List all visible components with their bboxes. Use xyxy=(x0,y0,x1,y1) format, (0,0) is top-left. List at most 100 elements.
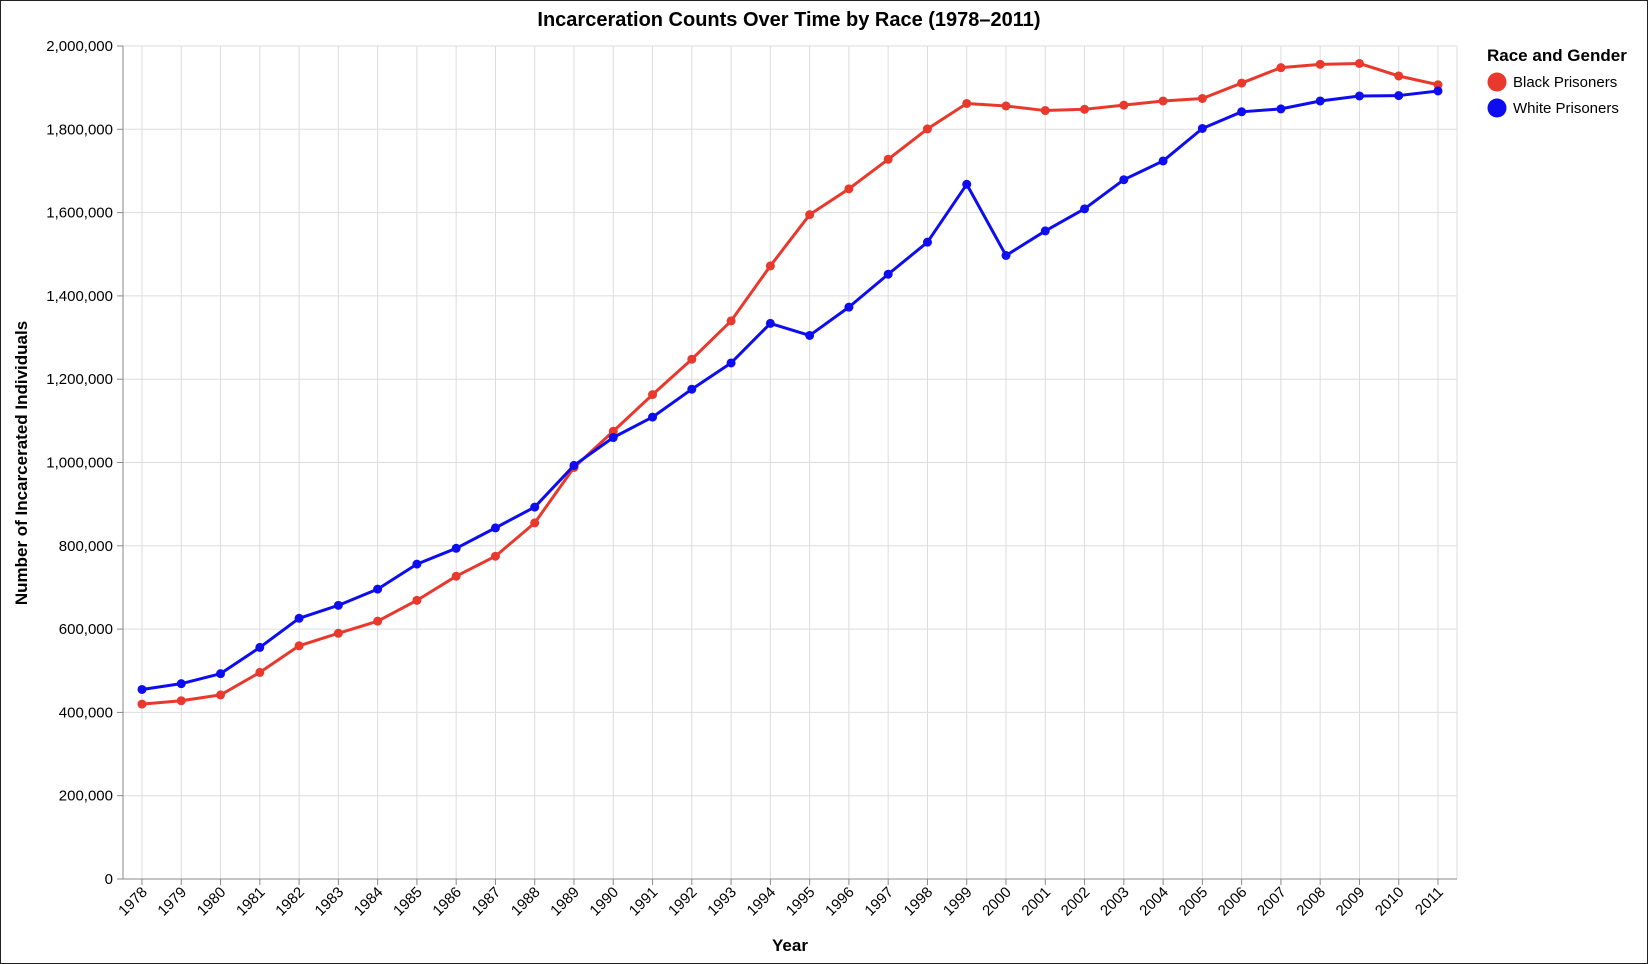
data-point[interactable] xyxy=(1119,100,1129,110)
data-point[interactable] xyxy=(255,642,265,652)
data-point[interactable] xyxy=(765,261,775,271)
data-point[interactable] xyxy=(1433,80,1443,90)
data-point[interactable] xyxy=(1394,71,1404,81)
x-tick-label: 2003 xyxy=(1097,884,1133,920)
data-point[interactable] xyxy=(844,302,854,312)
data-point[interactable] xyxy=(530,518,540,528)
x-tick-label: 1994 xyxy=(744,884,780,920)
data-point[interactable] xyxy=(726,316,736,326)
data-point[interactable] xyxy=(1354,58,1364,68)
data-point[interactable] xyxy=(1080,104,1090,114)
data-point[interactable] xyxy=(530,502,540,512)
data-point[interactable] xyxy=(294,641,304,651)
data-point[interactable] xyxy=(1276,63,1286,73)
y-tick-label: 1,600,000 xyxy=(46,205,113,222)
data-point[interactable] xyxy=(1354,91,1364,101)
data-point[interactable] xyxy=(1040,226,1050,236)
data-point[interactable] xyxy=(412,595,422,605)
data-point[interactable] xyxy=(1158,96,1168,106)
data-point[interactable] xyxy=(255,667,265,677)
data-point[interactable] xyxy=(1433,86,1443,96)
x-tick-label: 1989 xyxy=(547,884,583,920)
data-point[interactable] xyxy=(451,543,461,553)
y-axis-ticks: 0 200,000 400,000 600,000 800,000 1,000,000 1,… xyxy=(46,38,123,888)
data-point[interactable] xyxy=(1315,59,1325,69)
data-point[interactable] xyxy=(373,616,383,626)
data-point[interactable] xyxy=(962,98,972,108)
x-tick-label: 2007 xyxy=(1254,884,1290,920)
data-point[interactable] xyxy=(726,358,736,368)
data-point[interactable] xyxy=(805,210,815,220)
x-tick-label: 1987 xyxy=(469,884,505,920)
data-point[interactable] xyxy=(373,584,383,594)
data-point[interactable] xyxy=(962,179,972,189)
x-tick-label: 2006 xyxy=(1215,884,1251,920)
data-point[interactable] xyxy=(922,124,932,134)
x-tick-label: 1986 xyxy=(429,884,465,920)
data-point[interactable] xyxy=(1001,250,1011,260)
data-point[interactable] xyxy=(333,628,343,638)
x-tick-label: 2009 xyxy=(1333,884,1369,920)
data-point[interactable] xyxy=(451,571,461,581)
y-tick-label: 600,000 xyxy=(59,621,113,638)
x-tick-label: 1992 xyxy=(665,884,701,920)
data-point[interactable] xyxy=(648,412,658,422)
data-point[interactable] xyxy=(1119,175,1129,185)
data-point[interactable] xyxy=(1237,78,1247,88)
data-point[interactable] xyxy=(765,318,775,328)
data-point[interactable] xyxy=(569,460,579,470)
data-point[interactable] xyxy=(1001,101,1011,111)
x-tick-label: 1981 xyxy=(233,884,269,920)
data-point[interactable] xyxy=(176,696,186,706)
x-tick-label: 1978 xyxy=(115,884,151,920)
data-point[interactable] xyxy=(333,600,343,610)
data-point[interactable] xyxy=(1040,106,1050,116)
data-point[interactable] xyxy=(176,679,186,689)
data-point[interactable] xyxy=(883,269,893,279)
data-point[interactable] xyxy=(844,184,854,194)
data-point[interactable] xyxy=(490,551,500,561)
x-tick-label: 2004 xyxy=(1136,884,1172,920)
data-point[interactable] xyxy=(1315,96,1325,106)
data-point[interactable] xyxy=(216,669,226,679)
y-tick-label: 800,000 xyxy=(59,538,113,555)
legend-title: Race and Gender xyxy=(1487,46,1627,65)
data-point[interactable] xyxy=(883,154,893,164)
x-axis-ticks: 1978 1979 1980 1981 1982 1983 1984 1985 1986 1987… xyxy=(115,879,1447,919)
data-point[interactable] xyxy=(1197,123,1207,133)
data-point[interactable] xyxy=(687,354,697,364)
data-point[interactable] xyxy=(1158,156,1168,166)
data-point[interactable] xyxy=(608,426,618,436)
legend-label: Black Prisoners xyxy=(1513,74,1617,91)
data-point[interactable] xyxy=(1197,93,1207,103)
data-point[interactable] xyxy=(648,390,658,400)
data-point[interactable] xyxy=(805,330,815,340)
data-point[interactable] xyxy=(1080,204,1090,214)
x-tick-label: 1990 xyxy=(586,884,622,920)
data-point[interactable] xyxy=(137,684,147,694)
data-point[interactable] xyxy=(1237,107,1247,117)
series-line xyxy=(141,61,1439,706)
x-tick-label: 1999 xyxy=(940,884,976,920)
x-tick-label: 1997 xyxy=(861,884,897,920)
x-tick-label: 1998 xyxy=(901,884,937,920)
data-point[interactable] xyxy=(687,384,697,394)
data-point[interactable] xyxy=(922,237,932,247)
x-tick-label: 1984 xyxy=(351,884,387,920)
gridlines xyxy=(123,45,1458,880)
y-tick-label: 400,000 xyxy=(59,704,113,721)
data-point[interactable] xyxy=(216,690,226,700)
data-point[interactable] xyxy=(1394,91,1404,101)
data-point[interactable] xyxy=(412,559,422,569)
x-axis-title: Year xyxy=(772,936,808,955)
data-point[interactable] xyxy=(608,433,618,443)
legend-items: Black Prisoners White Prisoners xyxy=(1487,72,1619,118)
data-point[interactable] xyxy=(294,613,304,623)
data-point[interactable] xyxy=(490,523,500,533)
x-tick-label: 1988 xyxy=(508,884,544,920)
data-point[interactable] xyxy=(1276,104,1286,114)
data-point[interactable] xyxy=(137,699,147,709)
series-white-prisoners xyxy=(137,86,1443,694)
